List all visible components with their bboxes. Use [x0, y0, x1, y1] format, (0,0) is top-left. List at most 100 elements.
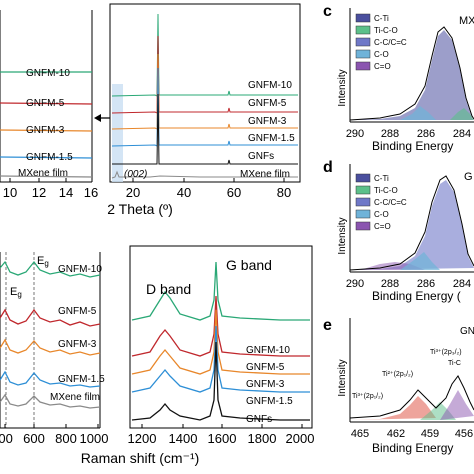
panel-c-ylabel: Intensity: [337, 69, 348, 106]
panel-c-peak-ticO: [450, 108, 474, 120]
panel-e-tick-label: 459: [421, 428, 439, 440]
panel-a-left-label-gnfm15: GNFM-1.5: [26, 152, 73, 163]
panel-b-right-curve-gnfm3: [131, 309, 310, 375]
panel-b-right-label-gnfm5: GNFM-5: [246, 362, 285, 373]
panel-d-peak-co: [400, 252, 440, 270]
panel-b-left-curves: [0, 260, 101, 409]
panel-e-tick-label: 465: [351, 428, 369, 440]
panel-d-envelope: [349, 175, 474, 271]
panel-e-letter: e: [323, 317, 332, 334]
panel-b-right-label-gnfm15: GNFM-1.5: [246, 396, 293, 407]
panel-b-right-label-gnfm3: GNFM-3: [246, 379, 285, 390]
panel-b-right-tick-label: 1200: [128, 431, 157, 446]
panel-c-xlabel: Binding Energy: [372, 139, 453, 153]
panel-d-xlabel: Binding Energy (: [372, 289, 461, 303]
panel-a-right-label-gnfs: GNFs: [248, 151, 274, 162]
panel-a-xlabel: 2 Theta (º): [107, 201, 173, 217]
panel-d-peak-cc: [350, 180, 474, 270]
panel-b-left-label-gnfm15: GNFM-1.5: [58, 374, 105, 385]
panel-d-tick-label: 288: [381, 278, 399, 290]
panel-a-right-ticks: [132, 178, 285, 182]
panel-b-right-curve-gnfs: [131, 341, 310, 421]
panel-b-right-curve-gnfm10: [131, 261, 310, 321]
svg-text:C-Ti: C-Ti: [374, 14, 389, 23]
panel-b-right-g-band: G band: [226, 257, 272, 273]
panel-a-left-label-gnfm5: GNFM-5: [26, 98, 65, 109]
panel-e-peak-label-2: Ti²⁺(2p₁/₂): [382, 371, 413, 378]
panel-b-left-label-gnfm3: GNFM-3: [58, 339, 97, 350]
panel-c: c MX Intensity C-Ti Ti-C-O C-C/C=C C-O C…: [323, 3, 474, 153]
panel-b-right-curves: [131, 261, 310, 421]
panel-b-left-label-gnfm10: GNFM-10: [58, 264, 102, 275]
panel-a-left-label-gnfm10: GNFM-10: [26, 68, 70, 79]
panel-d: d G Intensity C-Ti Ti-C-O C-C/C=C C-O C=…: [323, 159, 474, 303]
panel-c-peak-co: [400, 106, 436, 120]
panel-a-left-curve-gnfm5: [0, 102, 93, 105]
panel-b-right-label-gnfs: GNFs: [246, 414, 272, 425]
panel-c-peak-cc: [350, 30, 474, 120]
panel-c-title: MX: [459, 15, 474, 27]
panel-a-right-tick-label: 40: [177, 185, 191, 200]
panel-b-left-label-gnfm5: GNFM-5: [58, 306, 97, 317]
panel-a-left-label-gnfm3: GNFM-3: [26, 125, 65, 136]
panel-e: e GN Intensity Ti³⁺(2p₁/₂) Ti²⁺(2p₁/₂) T…: [323, 317, 474, 455]
panel-c-tick-label: 288: [381, 128, 399, 140]
panel-a-right: GNFM-10 GNFM-5 GNFM-3 GNFM-1.5 GNFs MXen…: [109, 3, 301, 200]
panel-a-left-tick-label: 10: [3, 185, 17, 200]
panel-a-left: GNFM-10 GNFM-5 GNFM-3 GNFM-1.5 MXene fil…: [0, 10, 98, 200]
panel-d-tick-label: 290: [346, 278, 364, 290]
panel-a-left-curve-gnfm15: [0, 156, 93, 159]
panel-e-tick-label: 462: [387, 428, 405, 440]
panel-e-xlabel: Binding Energy: [372, 441, 453, 455]
panel-a-right-curves: [111, 13, 298, 179]
panel-e-peak-label-3: Ti-C: [448, 360, 461, 367]
panel-a-right-label-gnfm15: GNFM-1.5: [248, 133, 295, 144]
panel-b-right-label-gnfm10: GNFM-10: [246, 345, 290, 356]
panel-a-right-label-gnfm10: GNFM-10: [248, 80, 292, 91]
panel-c-letter: c: [323, 3, 332, 20]
panel-b-right-ticks: [141, 424, 303, 428]
panel-b-left-tick-label: 600: [23, 431, 45, 446]
panel-b-right-tick-label: 1600: [208, 431, 237, 446]
panel-e-title: GN: [460, 326, 474, 337]
panel-e-peak-label-4: Ti³⁺(2p₃/₂): [430, 349, 462, 356]
panel-a-right-curve-mxene: [111, 170, 298, 179]
panel-b-left-eg-label-2: Eg: [37, 255, 49, 268]
panel-b-right: D band G band GNFM-10 GNFM-5 GNFM-3 GNFM…: [128, 245, 315, 446]
panel-e-envelope: [349, 375, 474, 419]
panel-b-right-tick-label: 2000: [286, 431, 315, 446]
panel-a-right-label-gnfm5: GNFM-5: [248, 98, 287, 109]
svg-text:C-Ti: C-Ti: [374, 174, 389, 183]
panel-c-envelope: [349, 26, 474, 121]
panel-a-right-label-gnfm3: GNFM-3: [248, 116, 287, 127]
panel-b-left-curve-gnfm5: [0, 308, 101, 327]
panel-a-right-highlight: [112, 84, 123, 182]
panel-a-right-curve-gnfs: [112, 93, 298, 165]
panel-b-left-tick-label: 1000: [80, 431, 109, 446]
svg-text:C-O: C-O: [374, 50, 389, 59]
svg-text:Ti-C-O: Ti-C-O: [374, 26, 398, 35]
panel-b-right-d-band: D band: [146, 281, 191, 297]
panel-a-left-curve-gnfm3: [0, 129, 93, 132]
panel-b-left: GNFM-10 GNFM-5 GNFM-3 GNFM-1.5 MXene fil…: [0, 252, 108, 446]
panel-b-left-curve-gnfm3: [0, 338, 101, 356]
panel-b-right-tick-label: 1800: [248, 431, 277, 446]
panel-b-right-curve-gnfm15: [131, 325, 310, 393]
panel-b-left-curve-mxene: [0, 393, 101, 409]
panel-d-letter: d: [323, 159, 333, 176]
panel-d-tick-label: 284: [453, 278, 471, 290]
panel-b-left-label-mxene: MXene film: [50, 392, 100, 403]
svg-text:Ti-C-O: Ti-C-O: [374, 186, 398, 195]
svg-text:C-O: C-O: [374, 210, 389, 219]
panel-c-tick-label: 286: [417, 128, 435, 140]
panel-b-left-curve-gnfm15: [0, 370, 101, 388]
panel-a-left-tick-label: 16: [84, 185, 98, 200]
panel-b-left-ticks: [4, 424, 99, 428]
panel-a-right-tick-label: 20: [126, 185, 140, 200]
panel-e-ylabel: Intensity: [337, 359, 348, 396]
panel-c-tick-label: 284: [453, 128, 471, 140]
panel-d-ylabel: Intensity: [337, 217, 348, 254]
panel-a-left-curve-mxene: [0, 175, 93, 178]
panel-b-xlabel: Raman shift (cm⁻¹): [81, 450, 200, 466]
